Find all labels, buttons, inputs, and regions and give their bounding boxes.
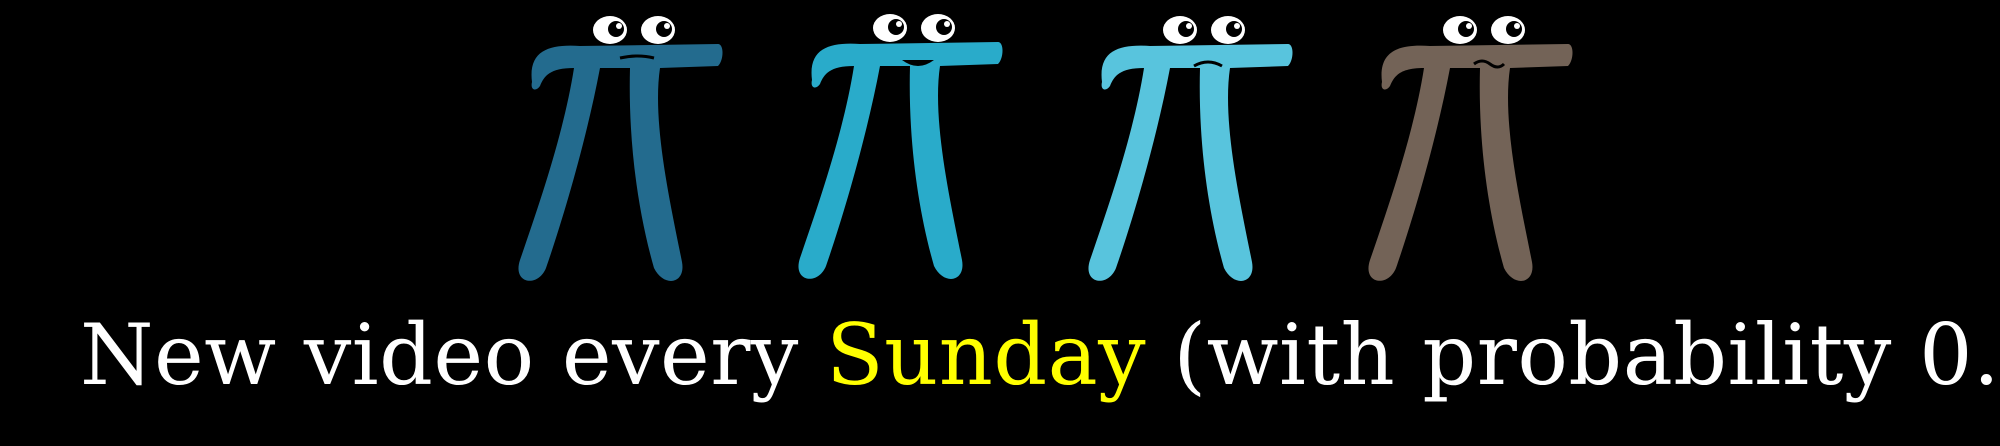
pi-creature-2-body [798, 42, 1003, 279]
pi-creature-2 [798, 14, 1003, 279]
tagline: New video every Sunday (with probability… [80, 300, 2000, 410]
pi-creatures-row [518, 14, 1573, 281]
pi-creature-3-body [1088, 44, 1293, 281]
pi-creature-1-eyes [593, 16, 675, 44]
tagline-prefix: New video every [80, 306, 827, 404]
pi-creature-4-mouth [1473, 59, 1506, 69]
pi-creature-3 [1088, 16, 1293, 281]
pi-creature-3-eyes [1163, 16, 1245, 44]
pi-creature-1-body [518, 44, 723, 281]
pi-creature-4-body [1368, 44, 1573, 281]
tagline-suffix: (with probability 0.3) [1146, 306, 2000, 404]
pi-creature-4-eyes [1443, 16, 1525, 44]
pi-creature-4 [1368, 16, 1573, 281]
pi-creature-1-mouth [619, 54, 655, 60]
pi-creature-1 [518, 16, 723, 281]
pi-creature-3-mouth [1193, 60, 1223, 68]
pi-creature-2-eyes [873, 14, 955, 42]
tagline-highlight: Sunday [826, 306, 1147, 404]
pi-creature-2-mouth [902, 60, 934, 66]
